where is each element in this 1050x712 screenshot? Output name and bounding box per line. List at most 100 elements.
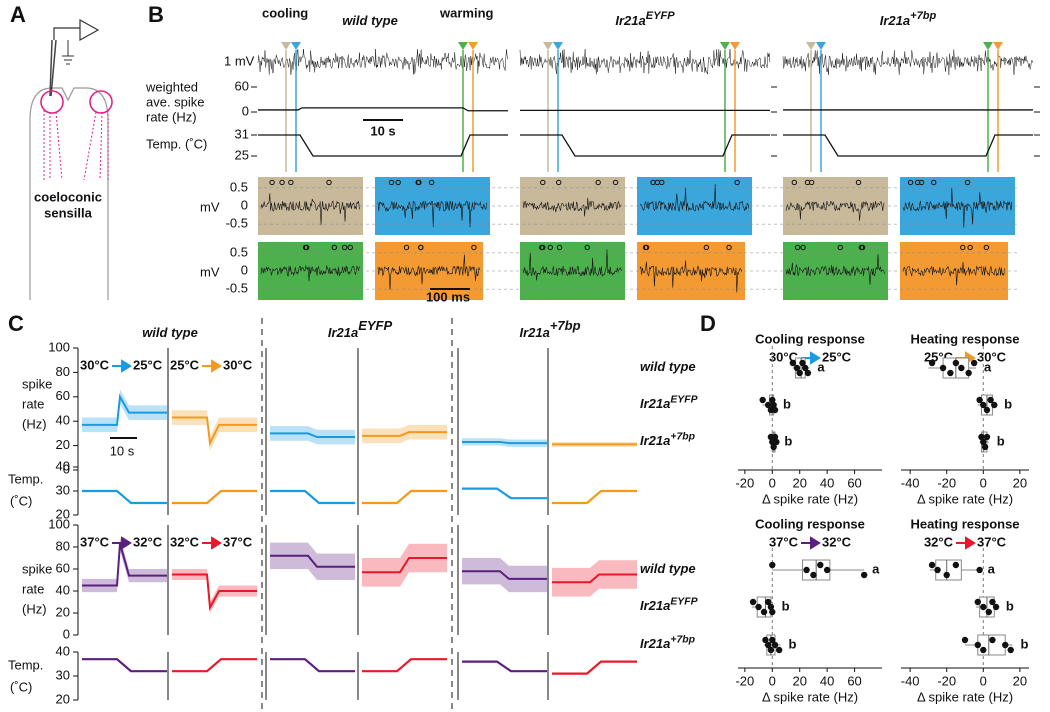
data-point bbox=[771, 433, 779, 441]
tick-label: 20 bbox=[56, 437, 70, 452]
tick-label: -20 bbox=[735, 475, 754, 490]
tick-label: 100 bbox=[48, 339, 70, 354]
spike-marker bbox=[428, 179, 435, 186]
spike-marker bbox=[791, 179, 798, 186]
rate-axis-label: ave. spike bbox=[146, 94, 205, 109]
warming-label: warming bbox=[439, 5, 494, 20]
rate-trace bbox=[82, 393, 167, 426]
temp-from: 37°C bbox=[80, 534, 110, 549]
temperature-change: 32°C 37°C bbox=[924, 534, 1007, 550]
data-point bbox=[770, 401, 777, 409]
temperature-change: 25°C 30°C bbox=[170, 357, 253, 373]
genotype-superscript: EYFP bbox=[646, 10, 675, 22]
data-point bbox=[961, 636, 969, 644]
temp-from: 32°C bbox=[170, 534, 200, 549]
significance-letter: b bbox=[783, 396, 791, 411]
data-point bbox=[1007, 646, 1014, 654]
time-scale: 10 s bbox=[370, 123, 395, 138]
data-point bbox=[749, 598, 757, 606]
temp-trace bbox=[362, 489, 447, 505]
data-point bbox=[823, 566, 831, 574]
plot-title: Heating response bbox=[910, 516, 1019, 531]
arrow bbox=[202, 359, 222, 373]
significance-letter: a bbox=[817, 359, 825, 374]
temp-trace bbox=[462, 660, 547, 673]
genotype-superscript: EYFP bbox=[670, 596, 697, 607]
tick-label: 0.5 bbox=[230, 179, 248, 194]
spike-marker bbox=[837, 244, 843, 251]
data-point bbox=[978, 433, 985, 441]
tick-label: 20 bbox=[1013, 475, 1027, 490]
spike-marker bbox=[914, 179, 921, 186]
tick-label: 31 bbox=[235, 126, 249, 141]
rate-axis-label: (Hz) bbox=[22, 601, 47, 616]
temp-trace bbox=[82, 489, 167, 505]
significance-letter: b bbox=[1021, 636, 1029, 651]
tick-label: -40 bbox=[901, 673, 920, 688]
tick-label: 20 bbox=[792, 673, 806, 688]
genotype-superscript: +7bp bbox=[910, 10, 936, 22]
data-point bbox=[804, 369, 812, 377]
stimulus-marker bbox=[553, 42, 563, 50]
rate-axis-label: weighted bbox=[145, 79, 198, 94]
spike-marker bbox=[347, 244, 353, 251]
tick-label: 60 bbox=[56, 560, 70, 575]
panel-label: B bbox=[148, 2, 164, 27]
spike-marker bbox=[388, 179, 395, 186]
spike-marker bbox=[415, 179, 421, 186]
tick-label: 0 bbox=[769, 475, 776, 490]
temp-trace bbox=[172, 489, 257, 505]
data-point bbox=[992, 603, 1000, 611]
x-axis-label: Δ spike rate (Hz) bbox=[762, 491, 858, 506]
spike-marker bbox=[726, 244, 732, 251]
data-point bbox=[860, 571, 868, 579]
tick-label: 0 bbox=[242, 103, 249, 118]
spike-marker bbox=[269, 179, 275, 186]
genotype-name: Ir21a bbox=[328, 325, 358, 340]
temp-from: 37°C bbox=[769, 534, 799, 549]
temp-axis-label: (˚C) bbox=[10, 679, 32, 694]
sd-band bbox=[172, 569, 257, 613]
cooling-label: cooling bbox=[262, 5, 308, 20]
inset-axis-label: mV bbox=[200, 199, 220, 214]
tick-label: 30 bbox=[56, 667, 70, 682]
rate-trace bbox=[462, 570, 547, 580]
rate-axis-label: rate bbox=[22, 581, 44, 596]
rate-trace bbox=[362, 431, 447, 437]
data-point bbox=[981, 443, 989, 451]
rate-trace bbox=[362, 557, 447, 574]
data-point bbox=[991, 401, 998, 409]
tick-label: -20 bbox=[735, 673, 754, 688]
tick-label: -0.5 bbox=[226, 216, 248, 231]
tick-label: -20 bbox=[937, 475, 956, 490]
spike-trace bbox=[522, 249, 622, 281]
spike-trace bbox=[639, 260, 742, 293]
genotype-label: Ir21aEYFP bbox=[640, 596, 698, 613]
tick-label: 80 bbox=[56, 364, 70, 379]
data-point bbox=[974, 641, 981, 649]
spike-marker bbox=[331, 244, 338, 251]
tick-label: 40 bbox=[820, 475, 834, 490]
spike-marker bbox=[279, 179, 285, 186]
rate-axis-label: rate bbox=[22, 396, 44, 411]
genotype-name: Ir21a bbox=[640, 598, 670, 613]
data-point bbox=[771, 406, 779, 414]
temp-trace bbox=[520, 134, 770, 157]
data-point bbox=[970, 359, 978, 367]
spike-marker bbox=[855, 179, 862, 186]
data-point bbox=[773, 438, 780, 446]
temp-from: 30°C bbox=[80, 357, 110, 372]
rate-axis-label: spike bbox=[22, 376, 52, 391]
data-point bbox=[952, 359, 960, 367]
spike-marker bbox=[960, 244, 966, 251]
spike-marker bbox=[794, 244, 801, 251]
tick-label: -40 bbox=[901, 475, 920, 490]
spike-marker bbox=[612, 179, 619, 186]
genotype-superscript: +7bp bbox=[670, 431, 695, 442]
temp-trace bbox=[552, 660, 637, 675]
temp-axis-label: Temp. bbox=[8, 657, 43, 672]
tick-label: 20 bbox=[792, 475, 806, 490]
data-point bbox=[769, 608, 776, 616]
data-point bbox=[976, 396, 983, 404]
